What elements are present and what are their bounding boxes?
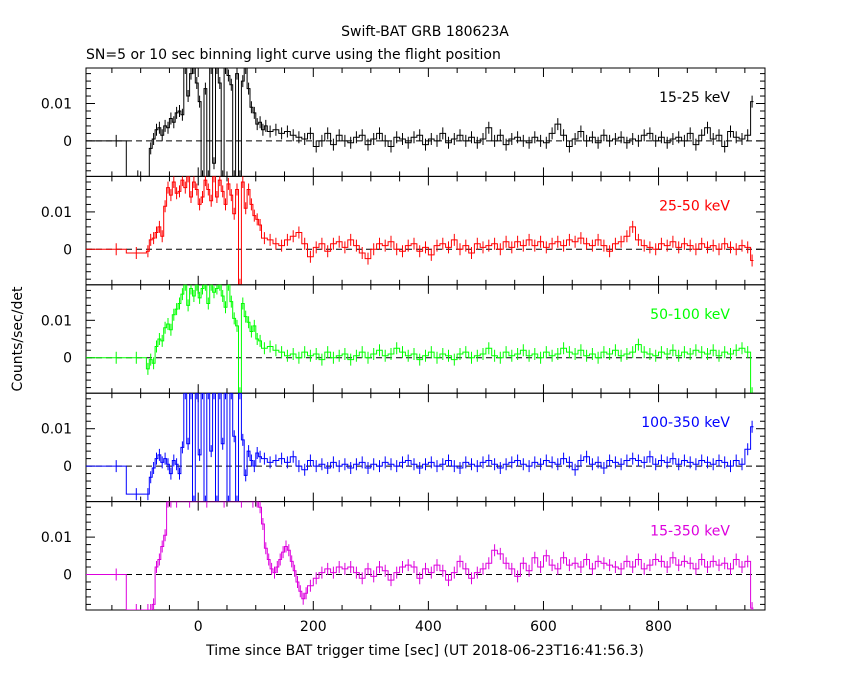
panel-1: 0 0.01 25-50 keV xyxy=(41,175,766,286)
x-axis-label: Time since BAT trigger time [sec] (UT 20… xyxy=(205,643,644,659)
x-tick-label: 0 xyxy=(194,619,203,635)
band-label: 100-350 keV xyxy=(641,415,730,431)
panel-3: 0 0.01 100-350 keV xyxy=(41,392,766,503)
panel-2: 0 0.01 50-100 keV xyxy=(41,284,766,394)
light-curve-series xyxy=(86,393,754,502)
error-bars xyxy=(115,501,753,611)
x-tick-label: 600 xyxy=(530,619,557,635)
error-bars xyxy=(115,176,753,285)
panel-frame xyxy=(85,67,766,177)
y-tick-label: 0.01 xyxy=(41,313,72,329)
y-tick-label: 0.01 xyxy=(41,422,72,438)
panel-0: 0 0.01 15-25 keV xyxy=(41,67,766,177)
y-tick-label: 0 xyxy=(63,567,72,583)
panel-frame xyxy=(85,175,766,286)
y-tick-label: 0 xyxy=(63,459,72,475)
x-tick-label: 200 xyxy=(300,619,327,635)
error-bars xyxy=(115,284,753,394)
band-label: 15-350 keV xyxy=(650,524,730,540)
y-tick-label: 0 xyxy=(63,351,72,367)
y-tick-label: 0.01 xyxy=(41,97,72,113)
panels-group: 0 0.01 15-25 keV 0 0.01 25-50 keV 0 0.01 50-100 … xyxy=(41,67,766,635)
light-curve-series xyxy=(86,176,754,285)
y-tick-label: 0 xyxy=(63,134,72,150)
error-bars xyxy=(115,68,753,177)
light-curve-series xyxy=(86,68,754,177)
band-label: 25-50 keV xyxy=(659,198,730,214)
light-curve-series xyxy=(86,284,754,394)
figure-title: Swift-BAT GRB 180623A xyxy=(341,24,509,40)
error-bars xyxy=(115,393,753,502)
y-tick-label: 0 xyxy=(63,242,72,258)
figure-subtitle: SN=5 or 10 sec binning light curve using… xyxy=(86,47,501,63)
y-axis-label: Counts/sec/det xyxy=(10,286,26,391)
x-tick-label: 800 xyxy=(645,619,672,635)
x-tick-label: 400 xyxy=(415,619,442,635)
y-tick-label: 0.01 xyxy=(41,205,72,221)
panel-4: 0 0.01 15-350 keV xyxy=(41,501,766,611)
band-label: 15-25 keV xyxy=(659,90,730,106)
light-curve-series xyxy=(86,501,754,611)
panel-frame xyxy=(85,501,766,611)
y-tick-label: 0.01 xyxy=(41,530,72,546)
band-label: 50-100 keV xyxy=(650,307,730,323)
